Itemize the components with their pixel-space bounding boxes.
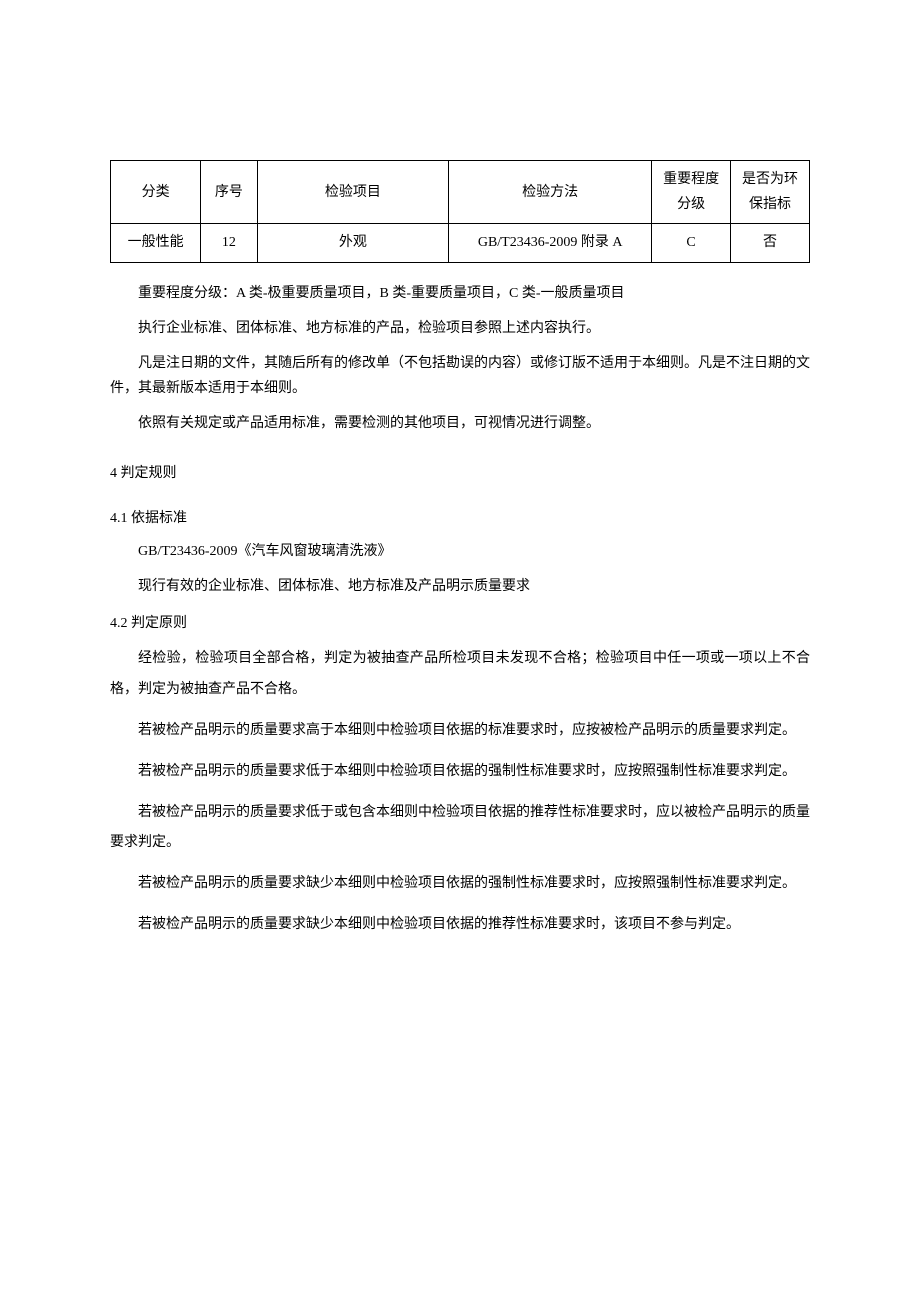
inspection-table: 分类 序号 检验项目 检验方法 重要程度分级 是否为环保指标 一般性能 12 外… bbox=[110, 160, 810, 263]
note-standards: 执行企业标准、团体标准、地方标准的产品，检验项目参照上述内容执行。 bbox=[110, 316, 810, 341]
th-env: 是否为环保指标 bbox=[731, 161, 810, 224]
note-grading: 重要程度分级：A 类-极重要质量项目，B 类-重要质量项目，C 类-一般质量项目 bbox=[110, 281, 810, 306]
s41-line2: 现行有效的企业标准、团体标准、地方标准及产品明示质量要求 bbox=[110, 574, 810, 599]
th-num: 序号 bbox=[201, 161, 257, 224]
td-category: 一般性能 bbox=[111, 224, 201, 262]
table-header-row: 分类 序号 检验项目 检验方法 重要程度分级 是否为环保指标 bbox=[111, 161, 810, 224]
th-category: 分类 bbox=[111, 161, 201, 224]
th-item: 检验项目 bbox=[257, 161, 449, 224]
td-method: GB/T23436-2009 附录 A bbox=[449, 224, 652, 262]
s41-line1: GB/T23436-2009《汽车风窗玻璃清洗液》 bbox=[110, 539, 810, 564]
s42-p1: 经检验，检验项目全部合格，判定为被抽查产品所检项目未发现不合格；检验项目中任一项… bbox=[110, 644, 810, 706]
td-level: C bbox=[652, 224, 731, 262]
td-item: 外观 bbox=[257, 224, 449, 262]
s42-p4: 若被检产品明示的质量要求低于或包含本细则中检验项目依据的推荐性标准要求时，应以被… bbox=[110, 798, 810, 860]
th-method: 检验方法 bbox=[449, 161, 652, 224]
s42-p3: 若被检产品明示的质量要求低于本细则中检验项目依据的强制性标准要求时，应按照强制性… bbox=[110, 757, 810, 788]
section-4-1-title: 4.1 依据标准 bbox=[110, 506, 810, 531]
td-num: 12 bbox=[201, 224, 257, 262]
section-4-2-title: 4.2 判定原则 bbox=[110, 611, 810, 636]
s42-p5: 若被检产品明示的质量要求缺少本细则中检验项目依据的强制性标准要求时，应按照强制性… bbox=[110, 869, 810, 900]
th-level: 重要程度分级 bbox=[652, 161, 731, 224]
note-dated-docs: 凡是注日期的文件，其随后所有的修改单（不包括勘误的内容）或修订版不适用于本细则。… bbox=[110, 351, 810, 401]
td-env: 否 bbox=[731, 224, 810, 262]
note-other-items: 依照有关规定或产品适用标准，需要检测的其他项目，可视情况进行调整。 bbox=[110, 411, 810, 436]
s42-p2: 若被检产品明示的质量要求高于本细则中检验项目依据的标准要求时，应按被检产品明示的… bbox=[110, 716, 810, 747]
table-row: 一般性能 12 外观 GB/T23436-2009 附录 A C 否 bbox=[111, 224, 810, 262]
s42-p6: 若被检产品明示的质量要求缺少本细则中检验项目依据的推荐性标准要求时，该项目不参与… bbox=[110, 910, 810, 941]
section-4-title: 4 判定规则 bbox=[110, 461, 810, 486]
